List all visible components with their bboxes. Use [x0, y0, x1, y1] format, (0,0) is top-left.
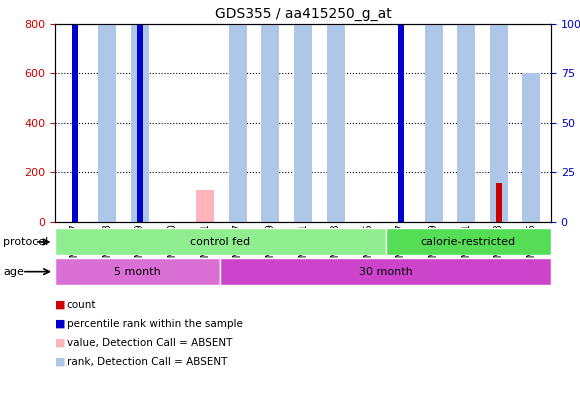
Bar: [327, 0, 345, 222]
Bar: [72, 56, 78, 222]
Bar: [137, 0, 143, 222]
Bar: [262, 0, 280, 222]
Bar: [99, 171, 116, 222]
Bar: [490, 0, 508, 222]
Text: control fed: control fed: [190, 237, 251, 247]
Bar: [220, 258, 551, 285]
Bar: [196, 190, 214, 222]
Bar: [55, 258, 220, 285]
Bar: [131, 141, 149, 222]
Bar: [425, 0, 443, 222]
Bar: [294, 177, 312, 222]
Text: ■: ■: [55, 357, 66, 367]
Bar: [523, 200, 541, 222]
Text: 30 month: 30 month: [359, 267, 412, 277]
Bar: [294, 4, 312, 222]
Text: ■: ■: [55, 319, 66, 329]
Bar: [457, 0, 475, 222]
Text: 5 month: 5 month: [114, 267, 161, 277]
Text: ■: ■: [55, 300, 66, 310]
Text: rank, Detection Call = ABSENT: rank, Detection Call = ABSENT: [67, 357, 227, 367]
Bar: [229, 0, 246, 222]
Bar: [386, 228, 551, 255]
Bar: [425, 146, 443, 222]
Text: count: count: [67, 300, 96, 310]
Text: protocol: protocol: [3, 237, 48, 248]
Title: GDS355 / aa415250_g_at: GDS355 / aa415250_g_at: [215, 8, 392, 21]
Bar: [490, 185, 508, 222]
Bar: [55, 228, 386, 255]
Bar: [229, 131, 246, 222]
Bar: [131, 0, 149, 222]
Text: ■: ■: [55, 338, 66, 348]
Bar: [72, 0, 78, 222]
Text: percentile rank within the sample: percentile rank within the sample: [67, 319, 242, 329]
Bar: [496, 183, 502, 222]
Bar: [398, 0, 404, 222]
Text: calorie-restricted: calorie-restricted: [420, 237, 516, 247]
Bar: [457, 120, 475, 222]
Text: value, Detection Call = ABSENT: value, Detection Call = ABSENT: [67, 338, 232, 348]
Bar: [327, 118, 345, 222]
Bar: [262, 164, 280, 222]
Text: age: age: [3, 267, 24, 277]
Bar: [99, 0, 116, 222]
Bar: [398, 125, 404, 222]
Bar: [523, 73, 541, 222]
